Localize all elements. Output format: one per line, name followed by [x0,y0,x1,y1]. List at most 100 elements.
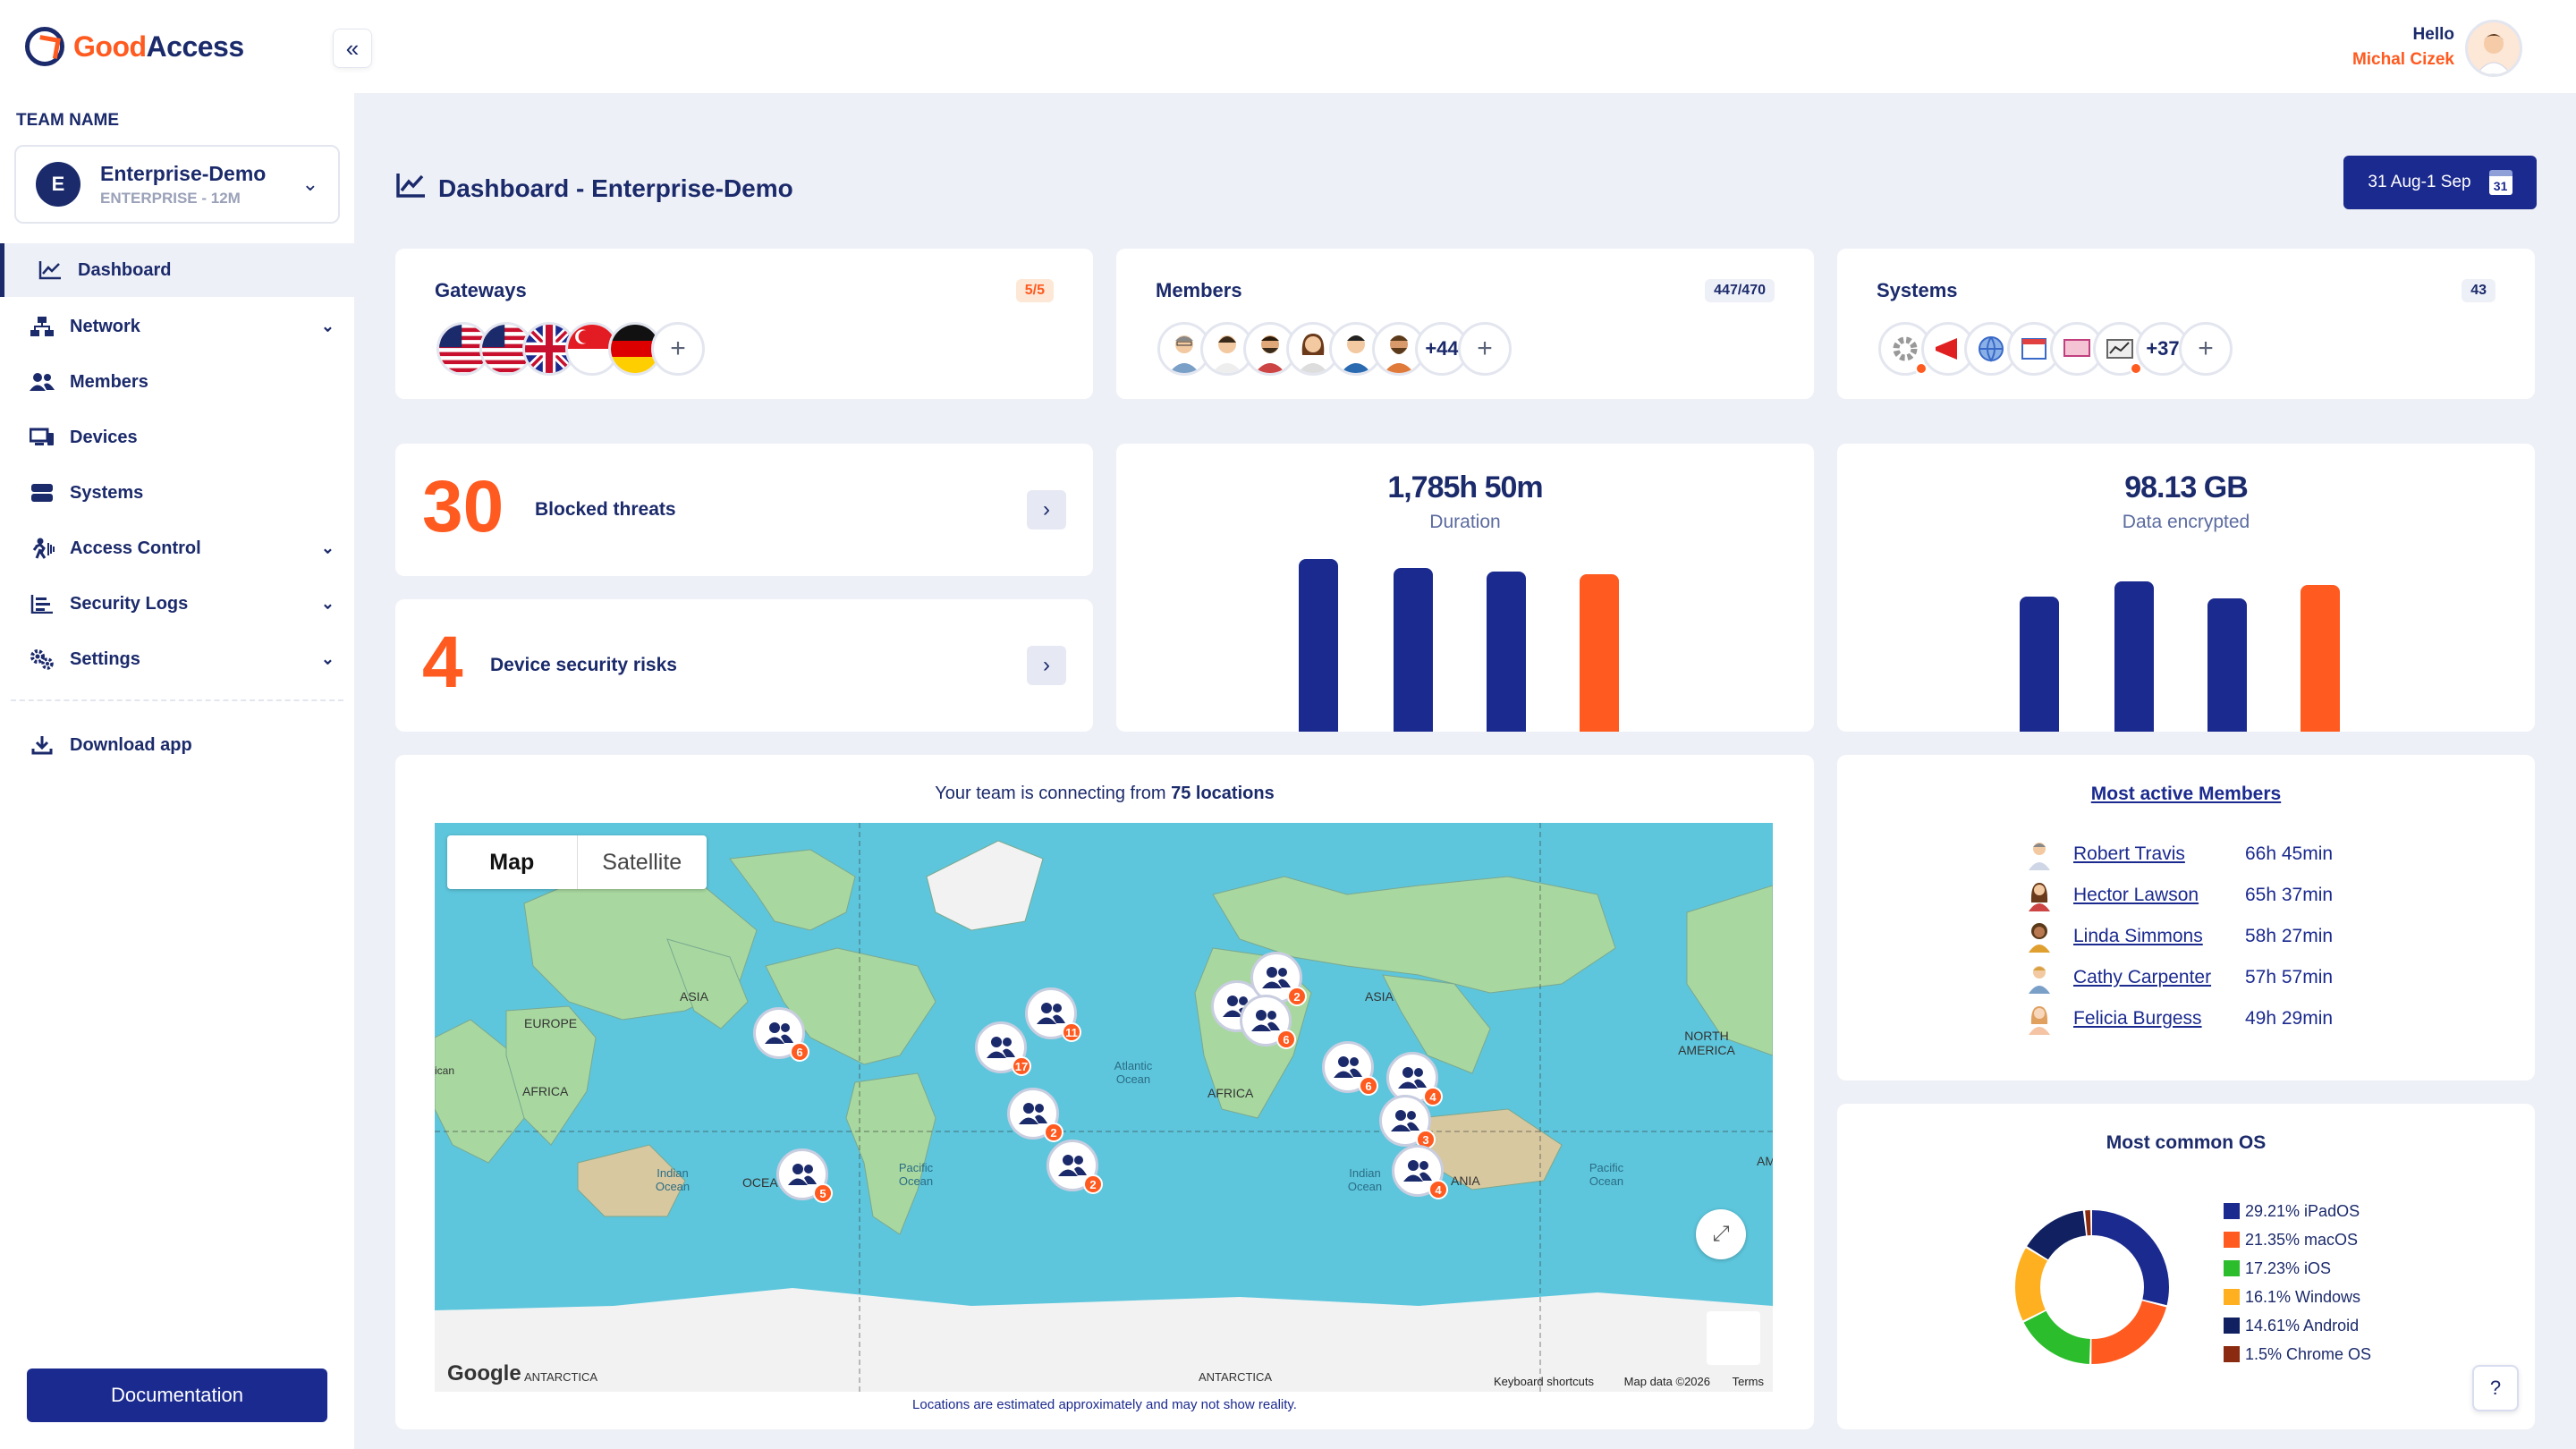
location-marker[interactable]: 3 [1379,1095,1436,1149]
location-marker[interactable]: 2 [1250,952,1307,1006]
gateways-badge: 5/5 [1015,279,1054,302]
chevron-right-icon: › [1043,653,1050,677]
os-legend-item: 14.61% Android [2224,1311,2371,1340]
expand-icon: ⤢ [1712,1222,1730,1246]
systems-card[interactable]: Systems 43 +37 + [1837,249,2535,399]
collapse-sidebar-button[interactable]: « [333,29,372,68]
download-icon [29,733,55,757]
os-slice [2015,1210,2169,1364]
sidebar-item-dashboard[interactable]: Dashboard [0,243,354,297]
goodaccess-logo[interactable]: GoodAccess [25,27,244,66]
user-greeting[interactable]: Hello Michal Cizek [2351,25,2454,69]
location-marker[interactable]: 2 [1046,1140,1103,1194]
member-avatar [2029,923,2050,953]
member-time: 66h 45min [2245,843,2334,864]
add-system-button[interactable]: + [2179,322,2233,376]
device-risks-open-button[interactable]: › [1027,646,1066,685]
top-bar: Hello Michal Cizek [354,0,2576,93]
map-label: AFRICA [1208,1086,1254,1100]
systems-badge: 43 [2462,279,2496,302]
sidebar-nav: Dashboard Network ⌄ Members Devices Syst… [0,243,354,773]
world-map[interactable]: Map Satellite ASIA EUROPE AFRICA ican OC… [435,823,1773,1392]
team-selector[interactable]: E Enterprise-Demo ENTERPRISE - 12M ⌄ [14,145,340,224]
avatar[interactable] [2465,20,2522,77]
member-time: 65h 37min [2245,885,2334,905]
blocked-threats-card[interactable]: 30 Blocked threats › [395,444,1093,576]
member-avatar [2029,883,2050,911]
sidebar-item-systems[interactable]: Systems [0,465,354,521]
sidebar-item-label: Settings [70,648,140,669]
sidebar-item-security-logs[interactable]: Security Logs ⌄ [0,576,354,631]
sidebar-item-members[interactable]: Members [0,354,354,410]
blocked-threats-open-button[interactable]: › [1027,490,1066,530]
sidebar-item-devices[interactable]: Devices [0,410,354,465]
satellite-tab-button[interactable]: Satellite [602,849,682,875]
google-logo: Google [447,1361,521,1385]
marker-count: 5 [813,1183,833,1203]
gears-icon [29,648,55,671]
status-warning-icon [2130,362,2142,375]
bar [2020,597,2059,732]
team-name-label: TEAM NAME [16,111,120,130]
us-flag-icon [436,322,490,376]
location-marker[interactable]: 4 [1392,1145,1448,1199]
member-name[interactable]: Hector Lawson [2073,885,2199,905]
list-item[interactable]: Hector Lawson 65h 37min [2025,875,2333,916]
duration-value: 1,785h 50m [1387,470,1543,504]
members-card[interactable]: Members 447/470 +44 + [1116,249,1814,399]
map-title: Your team is connecting from 75 location… [935,784,1275,803]
member-name[interactable]: Robert Travis [2073,843,2185,864]
list-item[interactable]: Robert Travis 66h 45min [2025,834,2333,875]
map-type-toggle[interactable]: Map Satellite [447,835,707,889]
keyboard-shortcuts-link[interactable]: Keyboard shortcuts [1493,1375,1594,1388]
list-item[interactable]: Cathy Carpenter 57h 57min [2025,957,2333,998]
sidebar-item-download-app[interactable]: Download app [0,717,354,773]
os-legend-item: 1.5% Chrome OS [2224,1340,2371,1368]
add-gateway-button[interactable]: + [651,322,705,376]
help-button[interactable]: ? [2472,1365,2519,1411]
blocked-threats-count: 30 [422,466,504,547]
location-marker[interactable]: 2 [1007,1088,1063,1142]
location-marker[interactable]: 6 [1240,995,1296,1049]
legend-swatch [2224,1260,2240,1276]
bar [2301,585,2340,732]
list-item[interactable]: Felicia Burgess 49h 29min [2025,998,2333,1039]
sidebar-item-access-control[interactable]: Access Control ⌄ [0,521,354,576]
duration-label: Duration [1429,512,1501,532]
gateways-card[interactable]: Gateways 5/5 + [395,249,1093,399]
data-encrypted-label: Data encrypted [2122,512,2250,532]
most-active-members-card: Most active Members Robert Travis 66h 45… [1837,755,2535,1080]
calendar-app-icon [2007,322,2061,376]
sidebar-item-network[interactable]: Network ⌄ [0,299,354,354]
sidebar-item-label: Devices [70,427,138,447]
location-marker[interactable]: 17 [975,1021,1031,1076]
location-marker[interactable]: 6 [1322,1041,1378,1096]
add-member-button[interactable]: + [1458,322,1512,376]
chevron-right-icon: › [1043,497,1050,521]
sidebar-item-settings[interactable]: Settings ⌄ [0,631,354,687]
location-marker[interactable]: 6 [753,1007,809,1062]
map-label: ASIA [680,989,708,1004]
terms-link[interactable]: Terms [1732,1375,1764,1388]
member-name[interactable]: Felicia Burgess [2073,1008,2202,1029]
device-risks-label: Device security risks [490,655,677,675]
sidebar: GoodAccess TEAM NAME E Enterprise-Demo E… [0,0,354,1449]
user-name: Michal Cizek [2351,50,2454,69]
fullscreen-button[interactable]: ⤢ [1696,1209,1746,1259]
member-name[interactable]: Linda Simmons [2073,926,2203,946]
list-item[interactable]: Linda Simmons 58h 27min [2025,916,2333,957]
chevron-down-icon: ⌄ [320,594,335,613]
documentation-button[interactable]: Documentation [27,1368,327,1422]
members-badge: 447/470 [1705,279,1775,302]
zoom-control[interactable] [1707,1311,1760,1365]
page-title: Dashboard - Enterprise-Demo [395,172,793,205]
location-marker[interactable]: 11 [1025,987,1081,1042]
location-marker[interactable]: 5 [776,1148,833,1203]
globe-icon [1964,322,2018,376]
device-risks-card[interactable]: 4 Device security risks › [395,599,1093,732]
member-name[interactable]: Cathy Carpenter [2073,967,2212,987]
most-active-members-link[interactable]: Most active Members [2090,784,2282,804]
map-tab-button[interactable]: Map [447,835,578,889]
date-range-button[interactable]: 31 Aug-1 Sep 31 [2343,156,2537,209]
marker-count: 6 [1276,1030,1296,1049]
